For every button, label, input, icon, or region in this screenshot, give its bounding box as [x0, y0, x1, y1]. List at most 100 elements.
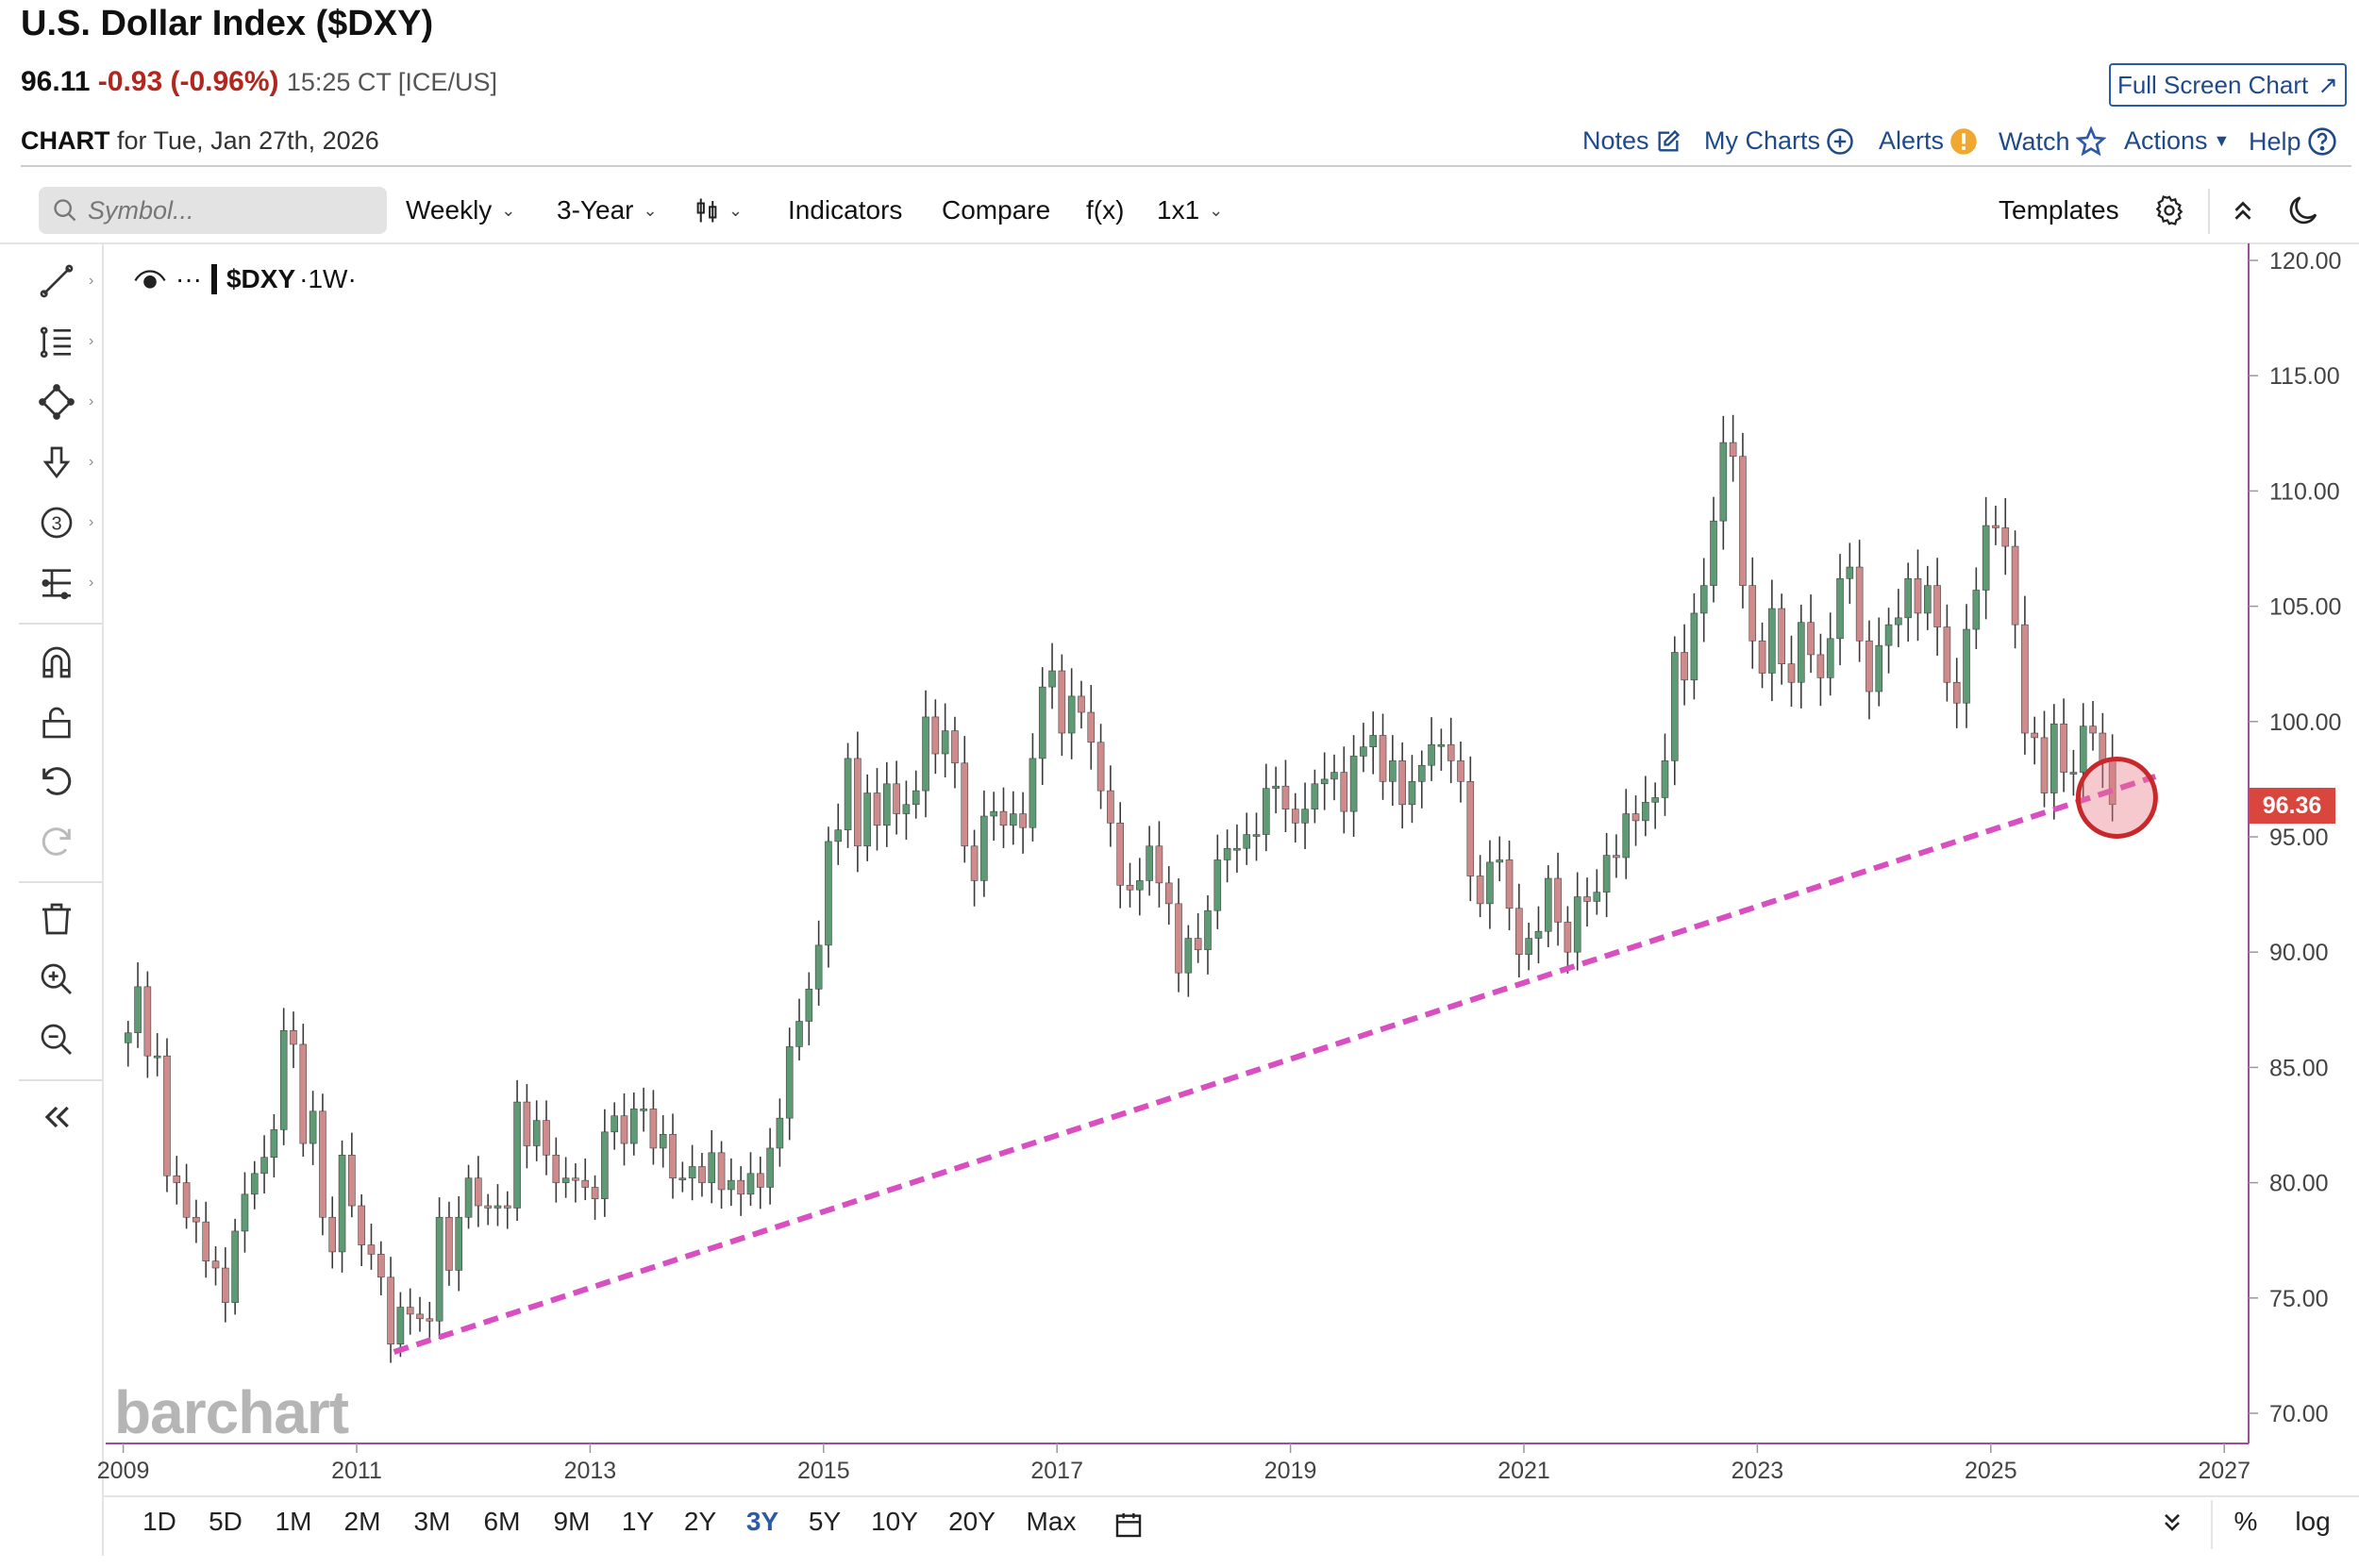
candle: [1681, 652, 1688, 681]
log-toggle[interactable]: log: [2295, 1507, 2331, 1536]
magnet-button[interactable]: [38, 641, 85, 684]
line-tool[interactable]: ›: [38, 259, 93, 303]
range-20y[interactable]: 20Y: [948, 1507, 995, 1536]
lock-button[interactable]: [38, 701, 85, 744]
chart-legend: ··· $DXY ·1W·: [134, 264, 357, 294]
range-9m[interactable]: 9M: [553, 1507, 591, 1536]
candle: [338, 1154, 346, 1253]
my-charts-link[interactable]: My Charts: [1704, 126, 1854, 156]
annotation-tool[interactable]: 3 ›: [38, 501, 93, 544]
candle: [328, 1216, 337, 1253]
search-placeholder: Symbol...: [88, 195, 194, 225]
percent-toggle[interactable]: %: [2234, 1507, 2258, 1536]
delete-button[interactable]: [38, 897, 85, 941]
notes-label: Notes: [1582, 126, 1649, 155]
range-6m[interactable]: 6M: [483, 1507, 521, 1536]
zoom-in-button[interactable]: [38, 958, 85, 1001]
candle: [922, 716, 929, 792]
drawing-toolbar: › › › › 3 › ›: [0, 244, 104, 1556]
expand-bottom-button[interactable]: [2159, 1510, 2185, 1541]
range-5y[interactable]: 5Y: [808, 1507, 842, 1536]
measure-tool[interactable]: ›: [38, 561, 93, 605]
candle: [931, 716, 940, 755]
candle: [766, 1147, 774, 1188]
candle: [1544, 877, 1552, 932]
notes-link[interactable]: Notes: [1582, 126, 1681, 156]
layout-dropdown[interactable]: 1x1 ⌄: [1157, 187, 1223, 234]
range-1d[interactable]: 1D: [142, 1507, 176, 1536]
templates-button[interactable]: Templates: [1999, 195, 2119, 225]
candle: [1748, 585, 1757, 642]
fx-button[interactable]: f(x): [1086, 195, 1125, 225]
candle: [649, 1109, 658, 1149]
range-1m[interactable]: 1M: [275, 1507, 312, 1536]
page-title: U.S. Dollar Index ($DXY): [21, 4, 434, 43]
range-2y[interactable]: 2Y: [683, 1507, 717, 1536]
layout-label: 1x1: [1157, 195, 1200, 225]
zoom-out-icon: [41, 1024, 72, 1055]
interval-dropdown[interactable]: Weekly ⌄: [406, 187, 515, 234]
magnet-icon: [42, 646, 71, 678]
polygon-icon: [39, 384, 75, 420]
candle: [863, 792, 871, 847]
settings-button[interactable]: [2153, 187, 2185, 234]
collapse-header-button[interactable]: [2229, 187, 2257, 234]
candle: [1349, 756, 1358, 812]
undo-button[interactable]: [38, 759, 85, 803]
legend-color-bar: [210, 264, 217, 294]
range-3y[interactable]: 3Y: [745, 1507, 779, 1536]
compare-button[interactable]: Compare: [942, 195, 1051, 225]
shape-tool[interactable]: ›: [38, 380, 93, 424]
calendar-button[interactable]: [1113, 1510, 1144, 1544]
candle: [319, 1110, 326, 1218]
toolbar-divider: [2208, 189, 2210, 234]
redo-icon: [42, 827, 71, 856]
tool-divider: [19, 881, 102, 883]
range-3m[interactable]: 3M: [413, 1507, 451, 1536]
candle: [552, 1154, 560, 1183]
candle: [1233, 847, 1241, 851]
quote-line: 96.11 -0.93 (-0.96%) 15:25 CT [ICE/US]: [21, 66, 497, 98]
help-link[interactable]: Help: [2249, 126, 2337, 157]
candle: [1476, 876, 1484, 905]
toolbar-divider-line: [0, 242, 2359, 244]
candle: [893, 783, 900, 814]
candle: [1087, 711, 1096, 743]
candlestick-icon: [696, 198, 717, 223]
collapse-toolbar-button[interactable]: [38, 1095, 85, 1139]
eye-icon[interactable]: [134, 268, 166, 291]
full-screen-chart-button[interactable]: Full Screen Chart ↗: [2109, 63, 2347, 107]
dark-mode-toggle[interactable]: [2287, 187, 2321, 234]
candle: [1613, 855, 1620, 859]
range-2m[interactable]: 2M: [343, 1507, 381, 1536]
candle: [222, 1267, 229, 1303]
symbol-search-input[interactable]: Symbol...: [39, 187, 387, 234]
range-10y[interactable]: 10Y: [871, 1507, 918, 1536]
candle: [1369, 735, 1378, 747]
arrow-tool[interactable]: ›: [38, 441, 93, 484]
legend-menu-dots[interactable]: ···: [176, 264, 202, 293]
candle: [1116, 823, 1125, 886]
period-dropdown[interactable]: 3-Year ⌄: [557, 187, 658, 234]
candle: [1243, 834, 1251, 849]
candle: [1719, 442, 1728, 522]
candle: [1651, 797, 1659, 803]
watch-link[interactable]: Watch: [1999, 126, 2106, 157]
candle: [2108, 760, 2116, 806]
candle: [980, 815, 988, 881]
range-5d[interactable]: 5D: [209, 1507, 243, 1536]
fib-tool[interactable]: ›: [38, 320, 93, 363]
redo-button[interactable]: [38, 820, 85, 863]
range-1y[interactable]: 1Y: [621, 1507, 655, 1536]
zoom-out-button[interactable]: [38, 1018, 85, 1061]
candle: [746, 1173, 755, 1195]
range-max[interactable]: Max: [1026, 1507, 1077, 1536]
candle: [143, 986, 152, 1057]
candle: [1564, 922, 1572, 953]
chart-type-dropdown[interactable]: ⌄: [694, 187, 743, 234]
indicators-button[interactable]: Indicators: [788, 195, 903, 225]
alerts-link[interactable]: Alerts: [1879, 126, 1978, 156]
measure-icon: [42, 569, 71, 600]
actions-menu[interactable]: Actions ▼: [2124, 126, 2230, 156]
circled-number-icon: 3: [41, 507, 73, 539]
